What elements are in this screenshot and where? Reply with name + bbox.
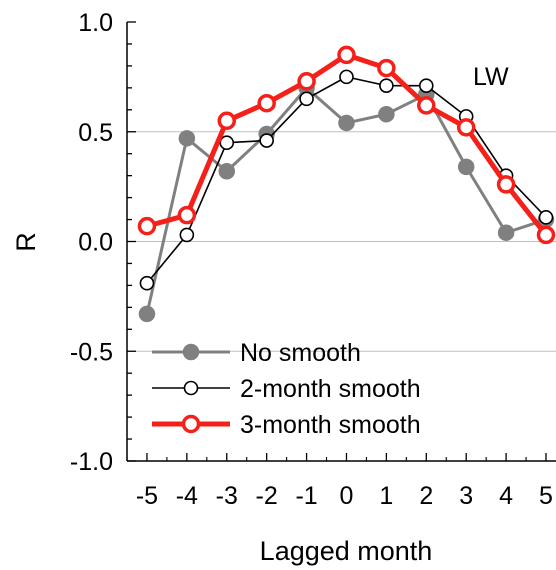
y-tick-label: 0.5: [78, 119, 113, 147]
data-point: [140, 277, 153, 290]
x-tick-label: 1: [379, 482, 393, 510]
legend-marker: [185, 382, 198, 395]
x-tick-label: -4: [176, 482, 198, 510]
legend-marker: [184, 417, 199, 432]
data-point: [179, 208, 194, 223]
data-point: [260, 134, 273, 147]
data-point: [299, 74, 314, 89]
y-tick-label: -1.0: [70, 448, 113, 476]
data-point: [379, 61, 394, 76]
y-tick-label: -0.5: [70, 338, 113, 366]
legend-label: No smooth: [240, 339, 361, 367]
data-point: [339, 47, 354, 62]
data-point: [540, 211, 553, 224]
x-tick-label: -3: [216, 482, 238, 510]
y-axis-label: R: [11, 232, 41, 252]
legend-label: 2-month smooth: [240, 375, 421, 403]
legend-item: No smooth: [152, 339, 361, 367]
data-point: [180, 228, 193, 241]
legend-marker: [184, 345, 199, 360]
data-point: [379, 107, 394, 122]
data-point: [340, 70, 353, 83]
data-point: [179, 131, 194, 146]
legend-label: 3-month smooth: [240, 411, 421, 439]
legend-item: 2-month smooth: [152, 375, 421, 403]
x-tick-label: 3: [459, 482, 473, 510]
panel-label: LW: [473, 63, 509, 91]
data-point: [139, 219, 154, 234]
y-tick-label: 1.0: [78, 9, 113, 37]
data-point: [420, 79, 433, 92]
legend-item: 3-month smooth: [152, 411, 421, 439]
x-tick-label: -1: [295, 482, 317, 510]
data-point: [219, 164, 234, 179]
series-line: [147, 77, 546, 283]
data-point: [459, 159, 474, 174]
legend: No smooth 2-month smooth 3-month smooth: [152, 339, 421, 439]
data-point: [459, 120, 474, 135]
data-point: [539, 227, 554, 242]
x-tick-label: 0: [340, 482, 354, 510]
data-point: [419, 98, 434, 113]
data-point: [499, 177, 514, 192]
data-point: [499, 225, 514, 240]
data-point: [219, 113, 234, 128]
x-tick-label: 4: [499, 482, 513, 510]
y-tick-label: 0.0: [78, 229, 113, 257]
data-point: [380, 79, 393, 92]
data-point: [339, 115, 354, 130]
data-point: [259, 96, 274, 111]
x-tick-label: -5: [136, 482, 158, 510]
x-tick-label: 5: [539, 482, 553, 510]
x-axis-label: Lagged month: [260, 536, 433, 566]
data-point: [300, 92, 313, 105]
data-point: [139, 306, 154, 321]
data-point: [220, 136, 233, 149]
x-tick-label: -2: [256, 482, 278, 510]
x-tick-label: 2: [419, 482, 433, 510]
